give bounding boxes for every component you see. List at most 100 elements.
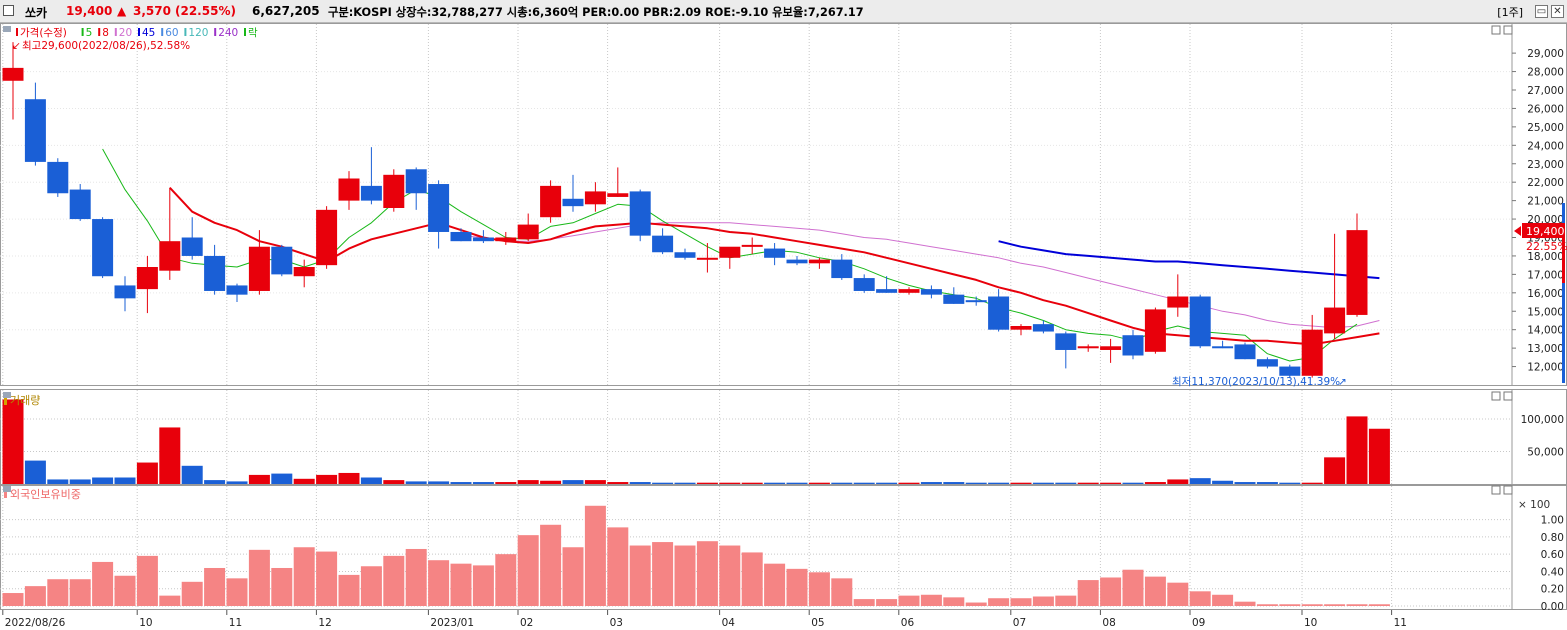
volume-title: 거래량 [10,394,40,407]
price-tick-label: 15,000 [1527,306,1564,318]
volume-panel-handle-icon[interactable] [3,392,11,398]
foreign-ratio-bar [226,578,248,606]
candle-body [114,285,136,299]
foreign-ratio-bar [316,551,338,606]
volume-bar [248,474,270,484]
price-panel-max-icon[interactable] [1491,25,1501,35]
candle-body [204,255,226,291]
candle-body [472,237,494,242]
volume-bar [450,482,472,484]
candle-body [1346,230,1368,315]
foreign-tick-label: 0.80 [1541,532,1564,544]
volume-bar [159,427,181,484]
candle-body [1256,359,1278,367]
foreign-ratio-bar [24,586,46,606]
candle-body [584,191,606,205]
volume-panel-max-icon[interactable] [1491,391,1501,401]
foreign-tick-label: 1.00 [1541,515,1564,527]
legend-marker [81,28,84,36]
foreign-ratio-bar [1324,604,1346,606]
legend-marker [244,28,246,36]
volume-bar [1368,428,1390,484]
foreign-ratio-bar [584,505,606,606]
volume-bar [181,465,203,484]
foreign-panel-close-icon[interactable] [1503,485,1513,495]
foreign-ratio-bar [540,524,562,606]
candle-body [764,248,786,258]
foreign-panel-max-icon[interactable] [1491,485,1501,495]
volume-bar [1077,482,1099,484]
foreign-ratio-bar [1346,604,1368,606]
volume-bar [674,482,696,484]
minimize-icon[interactable]: ▭ [1535,5,1548,18]
candle-body [652,235,674,253]
candle-body [1122,335,1144,356]
candle-body [540,185,562,218]
price-change: 3,570 [133,4,171,18]
foreign-tick-label: 0.20 [1541,584,1564,596]
foreign-ratio-bar [674,545,696,606]
stock-name: 쏘카 [25,6,48,20]
x-tick-label: 09 [1192,617,1205,629]
volume-tick-label: 100,000 [1521,414,1564,426]
foreign-ratio-bar [360,566,382,606]
candle-body [1234,344,1256,360]
legend-marker [114,28,117,36]
window-checkbox[interactable] [3,5,14,16]
volume-bar [360,477,382,484]
x-tick-label: 02 [520,617,533,629]
candle-body [696,257,718,260]
candle-body [1301,329,1323,376]
candle-body [920,289,942,295]
volume-bar [741,482,763,484]
volume-bar [1055,482,1077,484]
panel-buttons[interactable] [3,25,1513,495]
price-tick-label: 17,000 [1527,269,1564,281]
legend-label: 60 [165,27,178,39]
price-panel-handle-icon[interactable] [3,26,11,32]
candle-body [271,246,293,275]
candle-body [1324,307,1346,334]
volume-bar [898,482,920,484]
foreign-ratio-bar [204,567,226,606]
foreign-ratio-bar [808,572,830,606]
foreign-ratio-bar [181,581,203,606]
volume-tick-label: 50,000 [1527,447,1564,459]
x-tick-label: 05 [811,617,824,629]
candle-body [360,185,382,201]
volume-bar [1212,480,1234,484]
low-note: 최저11,370(2023/10/13),41.39% [1172,376,1340,388]
price-tick-label: 26,000 [1527,103,1564,115]
candle-body [1077,346,1099,349]
period-selector[interactable]: [1주] [1497,6,1523,19]
candle-body [383,174,405,208]
volume-bar [540,480,562,484]
foreign-ratio-bar [1100,577,1122,606]
chart-canvas[interactable]: 29,000 28,000 27,000 26,000 25,000 24,000 23,0… [0,23,1567,630]
volume-bar [719,482,741,484]
candle-body [47,161,69,194]
volume-bar [876,482,898,484]
candle-body [248,246,270,291]
volume-bar [1256,482,1278,484]
legend-label: 45 [142,27,155,39]
foreign-title-marker [4,489,7,498]
foreign-ratio-bar [47,579,69,606]
foreign-panel-handle-icon[interactable] [3,486,11,492]
volume-panel-close-icon[interactable] [1503,391,1513,401]
foreign-ratio-bar [1077,580,1099,606]
legend-label: 20 [119,27,132,39]
legend-label: 8 [102,27,109,39]
volume-bar [1167,479,1189,484]
price-panel-close-icon[interactable] [1503,25,1513,35]
x-tick-label: 2023/01 [430,617,474,629]
price-change-pct: (22.55%) [175,4,236,18]
x-tick-label: 06 [901,617,915,629]
last-pct-tag: 22.55% [1526,240,1567,253]
candle-body [69,189,91,220]
close-icon[interactable]: ✕ [1551,5,1564,18]
foreign-tick-label: 0.60 [1541,549,1564,561]
x-tick-label: 12 [318,617,331,629]
volume-bar [114,477,136,484]
candle-body [965,300,987,303]
